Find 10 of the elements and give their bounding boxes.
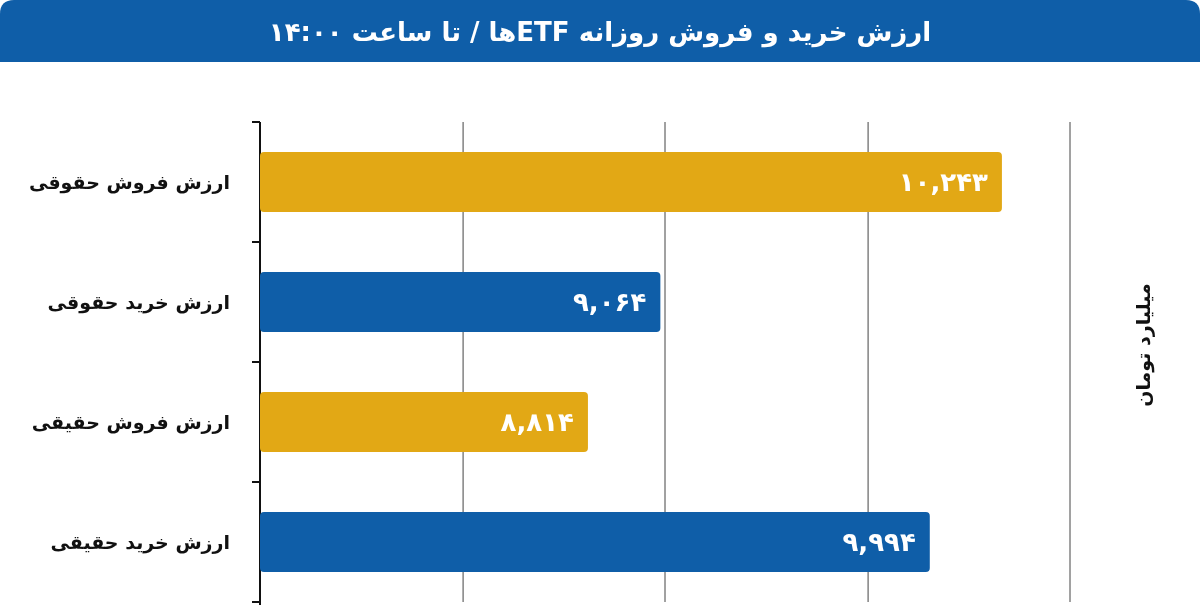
- data-label: ۹,۰۶۴: [573, 287, 647, 317]
- y-tick-label: ارزش خرید حقوقی: [47, 291, 230, 314]
- data-label: ۹,۹۹۴: [842, 527, 916, 557]
- y-tick-label: ارزش فروش حقوقی: [28, 171, 230, 194]
- y-tick-label: ارزش خرید حقیقی: [50, 531, 230, 554]
- y-tick-label: ارزش فروش حقیقی: [31, 411, 230, 434]
- chart-title: ارزش خرید و فروش روزانه ETFها / تا ساعت ۱۴:۰۰: [268, 17, 932, 48]
- y-axis-title: میلیارد تومان: [1132, 283, 1155, 407]
- data-label: ۸,۸۱۴: [500, 407, 574, 437]
- data-label: ۱۰,۲۴۳: [898, 167, 989, 197]
